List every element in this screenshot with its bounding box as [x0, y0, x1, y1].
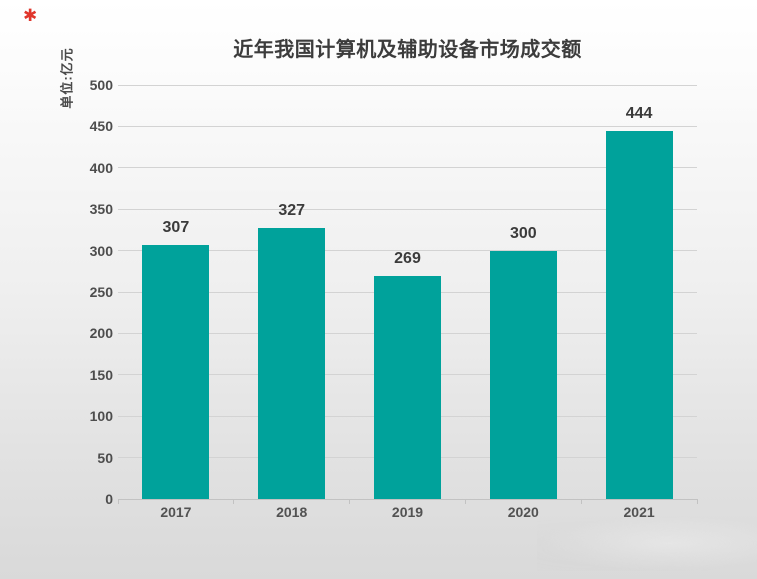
watermark-smudge — [537, 516, 757, 571]
value-label-2019: 269 — [394, 250, 421, 268]
bar-2021 — [605, 131, 673, 499]
bar-2020 — [489, 250, 557, 499]
x-axis-label-2021: 2021 — [623, 504, 655, 520]
y-axis-tick-label: 250 — [89, 284, 113, 300]
gridline — [118, 125, 697, 127]
y-axis-tick-label: 300 — [89, 242, 113, 259]
red-logo-icon: ✱ — [23, 6, 38, 25]
bar-2019 — [374, 276, 441, 499]
x-axis-tick — [117, 499, 119, 504]
y-axis-tick-label: 400 — [89, 159, 113, 176]
y-axis-tick-label: 450 — [89, 118, 113, 135]
x-axis-tick — [696, 499, 698, 504]
gridline — [118, 84, 697, 86]
y-axis-tick-label: 350 — [89, 201, 113, 218]
x-axis-label-2019: 2019 — [391, 504, 424, 520]
y-axis-tick-label: 0 — [105, 491, 113, 507]
y-axis-tick-label: 100 — [89, 408, 113, 425]
bar-2017 — [142, 244, 210, 499]
x-axis-tick — [349, 499, 351, 504]
value-label-2021: 444 — [625, 105, 653, 123]
x-axis-line — [118, 498, 697, 500]
x-axis-label-2020: 2020 — [507, 504, 539, 520]
y-axis-tick-label: 200 — [89, 325, 113, 342]
x-axis-tick — [233, 499, 235, 504]
bar-2018 — [258, 228, 326, 499]
y-axis-tick-label: 50 — [97, 449, 113, 466]
gridline — [118, 167, 697, 169]
x-axis-tick — [464, 499, 466, 504]
y-axis-tick-label: 500 — [89, 77, 113, 93]
gridline — [118, 250, 697, 252]
x-axis-label-2018: 2018 — [276, 504, 308, 520]
x-axis-tick — [580, 499, 582, 504]
value-label-2018: 327 — [278, 202, 306, 220]
gridline — [118, 208, 697, 210]
value-label-2017: 307 — [162, 218, 190, 236]
chart-title: 近年我国计算机及辅助设备市场成交额 — [233, 39, 582, 61]
plot-area: 307 327 269 300 444 — [117, 84, 698, 504]
y-axis-tick-label: 150 — [89, 366, 113, 383]
value-label-2020: 300 — [509, 224, 537, 242]
x-axis-label-2017: 2017 — [160, 504, 192, 520]
